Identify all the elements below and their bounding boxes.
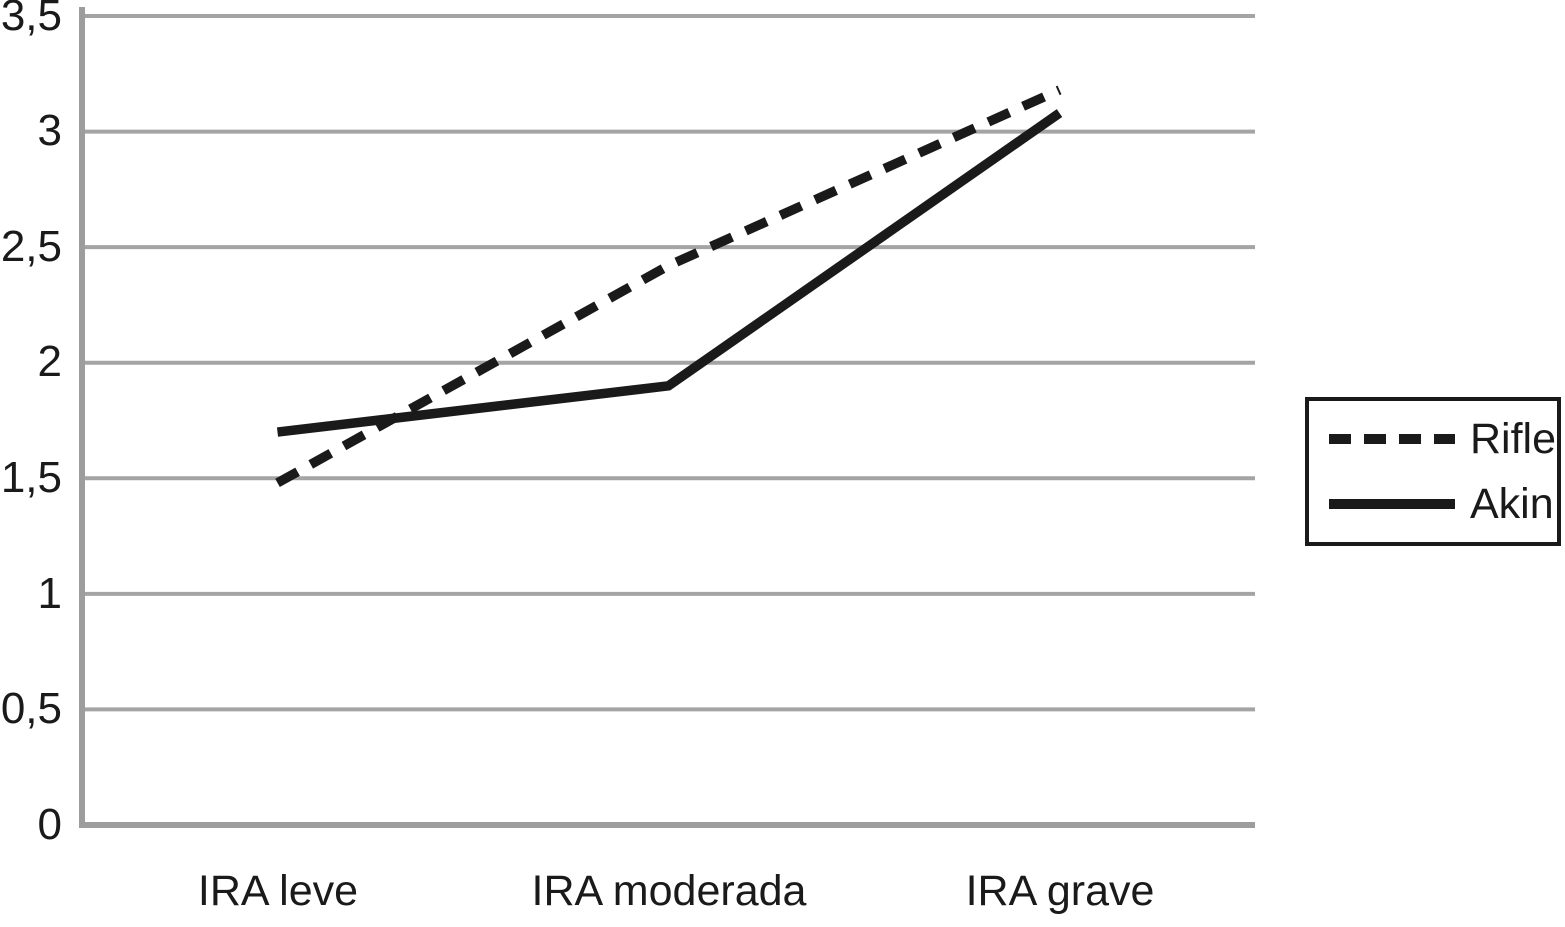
- x-axis-category-label: IRA grave: [965, 867, 1155, 915]
- legend-label-rifle: Rifle: [1470, 415, 1557, 464]
- solid-line-sample-icon: [1329, 498, 1455, 509]
- legend-label-akin: Akin: [1470, 479, 1554, 528]
- x-axis-category-label: IRA leve: [197, 867, 359, 915]
- chart-legend: Rifle Akin: [1305, 397, 1561, 546]
- x-axis-category-label: IRA moderada: [531, 867, 807, 915]
- legend-entry-rifle: Rifle: [1327, 416, 1557, 462]
- y-axis-tick-label: 0: [37, 800, 62, 849]
- y-axis-tick-label: 3,5: [0, 0, 62, 40]
- legend-entry-akin: Akin: [1327, 481, 1557, 527]
- y-axis-tick-label: 1: [37, 569, 62, 618]
- y-axis-tick-label: 3: [37, 106, 62, 155]
- y-axis-tick-label: 2,5: [0, 222, 62, 271]
- dashed-line-sample-icon: [1329, 434, 1455, 445]
- y-axis-tick-label: 0,5: [0, 684, 62, 733]
- y-axis-tick-label: 2: [37, 337, 62, 386]
- y-axis-tick-label: 1,5: [0, 453, 62, 502]
